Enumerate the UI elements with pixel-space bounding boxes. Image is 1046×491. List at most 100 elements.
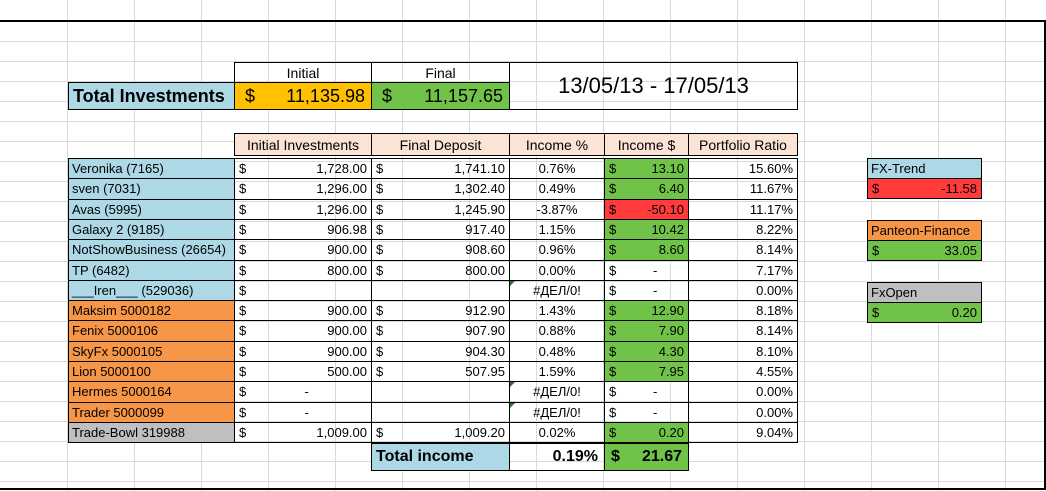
cell-income-pct[interactable]: 0.88% [509, 320, 605, 342]
cell-income-pct[interactable]: 1.15% [509, 219, 605, 240]
cell-name[interactable]: Veronika (7165) [68, 158, 235, 179]
cell-name[interactable]: Maksim 5000182 [68, 300, 235, 321]
cell-ratio[interactable]: 11.67% [688, 178, 798, 200]
cell-final[interactable]: $904.30 [371, 341, 510, 362]
cell-initial[interactable]: $1,296.00 [234, 178, 372, 200]
cell-initial[interactable]: $1,296.00 [234, 199, 372, 220]
cell-income-usd[interactable]: $ - [604, 260, 689, 281]
fx-trend-label-cell[interactable]: FX-Trend [867, 158, 982, 179]
cell-final[interactable]: $907.90 [371, 320, 510, 342]
cell-final[interactable]: $507.95 [371, 361, 510, 382]
cell-ratio[interactable]: 0.00% [688, 381, 798, 403]
cell-initial[interactable]: $500.00 [234, 361, 372, 382]
cell-initial[interactable]: $ - [234, 381, 372, 403]
cell-initial[interactable]: $900.00 [234, 239, 372, 261]
cell-name[interactable]: NotShowBusiness (26654) [68, 239, 235, 261]
panteon-label-cell[interactable]: Panteon-Finance [867, 220, 982, 241]
cell-income-pct[interactable]: 1.59% [509, 361, 605, 382]
cell-income-pct[interactable]: #ДЕЛ/0! [509, 402, 605, 423]
cell-final[interactable]: $1,009.20 [371, 422, 510, 443]
date-range-cell[interactable]: 13/05/13 - 17/05/13 [509, 62, 798, 110]
cell-initial[interactable]: $ [234, 280, 372, 301]
cell-income-usd[interactable]: $10.42 [604, 219, 689, 240]
cell-name[interactable]: Trade-Bowl 319988 [68, 422, 235, 443]
cell-name[interactable]: SkyFx 5000105 [68, 341, 235, 362]
fxopen-value-cell[interactable]: $ 0.20 [867, 302, 982, 323]
cell-final[interactable]: $800.00 [371, 260, 510, 281]
cell-income-pct[interactable]: 1.43% [509, 300, 605, 321]
cell-income-usd[interactable]: $8.60 [604, 239, 689, 261]
header-portfolio-ratio[interactable]: Portfolio Ratio [688, 133, 798, 156]
cell-initial[interactable]: $1,728.00 [234, 158, 372, 179]
final-total-cell[interactable]: $ 11,157.65 [371, 82, 510, 110]
cell-ratio[interactable]: 8.18% [688, 300, 798, 321]
cell-initial[interactable]: $900.00 [234, 341, 372, 362]
total-income-pct-cell[interactable]: 0.19% [509, 443, 605, 471]
cell-initial[interactable]: $ - [234, 402, 372, 423]
cell-final[interactable] [371, 381, 510, 403]
cell-final[interactable] [371, 402, 510, 423]
cell-income-pct[interactable]: 0.48% [509, 341, 605, 362]
cell-final[interactable]: $912.90 [371, 300, 510, 321]
cell-name[interactable]: ___Iren___ (529036) [68, 280, 235, 301]
header-income-usd[interactable]: Income $ [604, 133, 689, 156]
cell-income-pct[interactable]: #ДЕЛ/0! [509, 280, 605, 301]
cell-income-pct[interactable]: 0.49% [509, 178, 605, 200]
cell-income-usd[interactable]: $6.40 [604, 178, 689, 200]
cell-ratio[interactable]: 11.17% [688, 199, 798, 220]
cell-final[interactable]: $1,245.90 [371, 199, 510, 220]
cell-income-pct[interactable]: -3.87% [509, 199, 605, 220]
cell-ratio[interactable]: 8.10% [688, 341, 798, 362]
cell-income-pct[interactable]: 0.00% [509, 260, 605, 281]
cell-final[interactable] [371, 280, 510, 301]
cell-name[interactable]: sven (7031) [68, 178, 235, 200]
cell-name[interactable]: Lion 5000100 [68, 361, 235, 382]
cell-name[interactable]: Hermes 5000164 [68, 381, 235, 403]
cell-income-pct[interactable]: 0.02% [509, 422, 605, 443]
cell-income-pct[interactable]: 0.96% [509, 239, 605, 261]
cell-ratio[interactable]: 8.14% [688, 320, 798, 342]
cell-final[interactable]: $908.60 [371, 239, 510, 261]
header-initial-investments[interactable]: Initial Investments [234, 133, 372, 156]
cell-ratio[interactable]: 0.00% [688, 402, 798, 423]
cell-initial[interactable]: $1,009.00 [234, 422, 372, 443]
cell-ratio[interactable]: 8.14% [688, 239, 798, 261]
cell-ratio[interactable]: 7.17% [688, 260, 798, 281]
cell-name[interactable]: Fenix 5000106 [68, 320, 235, 342]
cell-initial[interactable]: $800.00 [234, 260, 372, 281]
fx-trend-value-cell[interactable]: $ -11.58 [867, 178, 982, 199]
cell-name[interactable]: Avas (5995) [68, 199, 235, 220]
panteon-value-cell[interactable]: $ 33.05 [867, 240, 982, 261]
initial-total-cell[interactable]: $ 11,135.98 [234, 82, 372, 110]
cell-income-usd[interactable]: $ - [604, 280, 689, 301]
header-income-pct[interactable]: Income % [509, 133, 605, 156]
cell-initial[interactable]: $906.98 [234, 219, 372, 240]
cell-income-usd[interactable]: $4.30 [604, 341, 689, 362]
cell-income-usd[interactable]: $0.20 [604, 422, 689, 443]
cell-ratio[interactable]: 4.55% [688, 361, 798, 382]
cell-ratio[interactable]: 15.60% [688, 158, 798, 179]
fxopen-label-cell[interactable]: FxOpen [867, 282, 982, 303]
cell-income-usd[interactable]: $ - [604, 381, 689, 403]
total-income-usd-cell[interactable]: $ 21.67 [604, 443, 689, 471]
cell-name[interactable]: Trader 5000099 [68, 402, 235, 423]
final-header-cell[interactable]: Final [371, 62, 510, 83]
cell-income-usd[interactable]: $13.10 [604, 158, 689, 179]
total-income-label-cell[interactable]: Total income [371, 443, 510, 471]
cell-initial[interactable]: $900.00 [234, 320, 372, 342]
cell-final[interactable]: $917.40 [371, 219, 510, 240]
cell-name[interactable]: TP (6482) [68, 260, 235, 281]
cell-income-usd[interactable]: $7.95 [604, 361, 689, 382]
cell-final[interactable]: $1,741.10 [371, 158, 510, 179]
cell-ratio[interactable]: 9.04% [688, 422, 798, 443]
cell-income-usd[interactable]: $7.90 [604, 320, 689, 342]
cell-income-usd[interactable]: $ - [604, 402, 689, 423]
header-final-deposit[interactable]: Final Deposit [371, 133, 510, 156]
cell-income-usd[interactable]: $12.90 [604, 300, 689, 321]
initial-header-cell[interactable]: Initial [234, 62, 372, 83]
cell-income-pct[interactable]: #ДЕЛ/0! [509, 381, 605, 403]
cell-final[interactable]: $1,302.40 [371, 178, 510, 200]
cell-name[interactable]: Galaxy 2 (9185) [68, 219, 235, 240]
cell-initial[interactable]: $900.00 [234, 300, 372, 321]
cell-ratio[interactable]: 0.00% [688, 280, 798, 301]
